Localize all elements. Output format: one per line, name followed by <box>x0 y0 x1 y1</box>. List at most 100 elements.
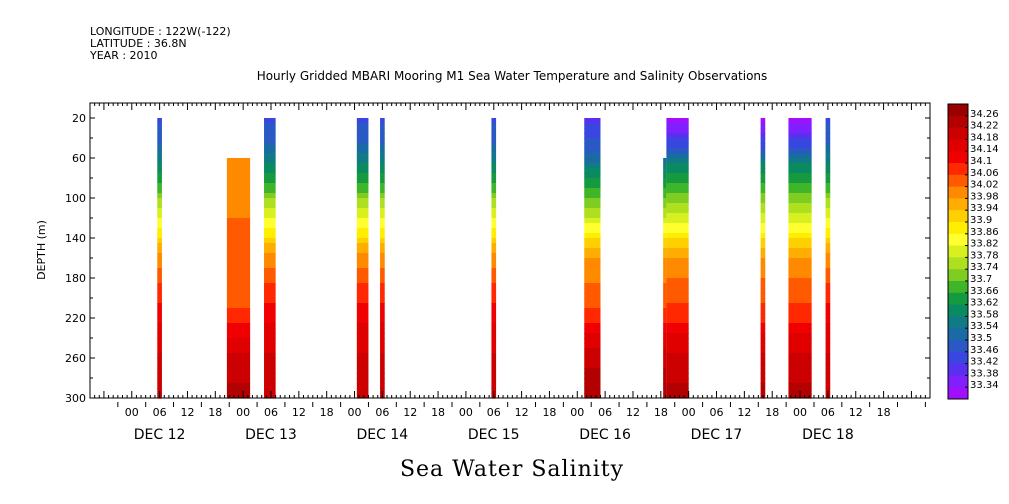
data-cell <box>264 198 276 204</box>
data-cell <box>226 213 239 219</box>
data-cell <box>788 278 812 284</box>
data-cell <box>264 323 276 329</box>
data-cell <box>825 188 831 194</box>
data-cell <box>264 303 276 309</box>
data-cell <box>238 198 251 204</box>
data-cell <box>584 343 601 349</box>
data-cell <box>584 133 601 139</box>
data-cell <box>666 168 689 174</box>
data-cell <box>380 368 385 374</box>
x-day-label: DEC 15 <box>468 427 520 443</box>
data-cell <box>666 118 689 124</box>
data-cell <box>666 323 689 329</box>
colorbar-label: 33.7 <box>970 274 992 285</box>
x-hour-label: 00 <box>570 406 584 419</box>
data-cell <box>663 278 667 284</box>
colorbar-label: 33.82 <box>970 239 999 250</box>
data-cell <box>788 263 812 269</box>
data-cell <box>356 313 369 319</box>
data-cell <box>788 328 812 334</box>
data-cell <box>226 393 239 399</box>
data-cell <box>157 253 162 259</box>
data-cell <box>226 353 239 359</box>
data-cell <box>264 148 276 154</box>
data-cell <box>666 163 689 169</box>
data-cell <box>157 158 162 164</box>
colorbar-label: 33.42 <box>970 357 999 368</box>
data-cell <box>264 228 276 234</box>
colorbar-label: 33.5 <box>970 333 992 344</box>
data-cell <box>663 328 667 334</box>
data-cell <box>491 173 497 179</box>
data-cell <box>264 233 276 239</box>
data-cell <box>760 223 766 229</box>
data-cell <box>226 203 239 209</box>
data-cell <box>760 168 766 174</box>
data-cell <box>238 368 251 374</box>
chart-title: Hourly Gridded MBARI Mooring M1 Sea Wate… <box>257 69 768 83</box>
data-cell <box>238 258 251 264</box>
data-cell <box>760 258 766 264</box>
data-cell <box>157 233 162 239</box>
data-cell <box>760 253 766 259</box>
data-cell <box>264 308 276 314</box>
data-cell <box>491 208 497 214</box>
data-cell <box>788 118 812 124</box>
data-cell <box>825 333 831 339</box>
data-cell <box>825 363 831 369</box>
data-cell <box>825 293 831 299</box>
data-cell <box>663 248 667 254</box>
colorbar-label: 34.06 <box>970 168 999 179</box>
data-cell <box>157 333 162 339</box>
data-cell <box>584 228 601 234</box>
data-cell <box>356 328 369 334</box>
data-cell <box>663 168 667 174</box>
data-cell <box>584 328 601 334</box>
data-cell <box>788 243 812 249</box>
data-cell <box>788 178 812 184</box>
data-cell <box>666 173 689 179</box>
data-cell <box>157 203 162 209</box>
data-cell <box>584 173 601 179</box>
x-day-label: DEC 17 <box>691 427 743 443</box>
data-cell <box>491 233 497 239</box>
data-cell <box>238 288 251 294</box>
data-cell <box>663 333 667 339</box>
data-cell <box>788 283 812 289</box>
data-cell <box>760 273 766 279</box>
data-cell <box>356 253 369 259</box>
data-cell <box>825 348 831 354</box>
data-cell <box>238 183 251 189</box>
colorbar-swatch <box>948 375 968 388</box>
x-hour-label: 00 <box>125 406 139 419</box>
x-day-label: DEC 14 <box>357 427 409 443</box>
data-cell <box>788 143 812 149</box>
data-cell <box>825 218 831 224</box>
data-cell <box>157 183 162 189</box>
x-day-label: DEC 18 <box>802 427 854 443</box>
data-cell <box>760 263 766 269</box>
data-cell <box>157 238 162 244</box>
data-cell <box>157 273 162 279</box>
data-cell <box>356 123 369 129</box>
data-cell <box>238 268 251 274</box>
data-cell <box>226 198 239 204</box>
data-cell <box>226 168 239 174</box>
data-cell <box>788 223 812 229</box>
colorbar-swatch <box>948 163 968 176</box>
data-cell <box>356 228 369 234</box>
data-cell <box>584 118 601 124</box>
y-tick-label: 140 <box>65 232 86 245</box>
data-cell <box>238 253 251 259</box>
data-cell <box>356 213 369 219</box>
data-cell <box>380 153 385 159</box>
colorbar-swatch <box>948 233 968 247</box>
data-cell <box>264 263 276 269</box>
data-cell <box>356 368 369 374</box>
data-cell <box>226 228 239 234</box>
data-cell <box>380 258 385 264</box>
data-cell <box>380 283 385 289</box>
data-cell <box>666 333 689 339</box>
data-cell <box>238 248 251 254</box>
colorbar-label: 33.78 <box>970 250 999 261</box>
